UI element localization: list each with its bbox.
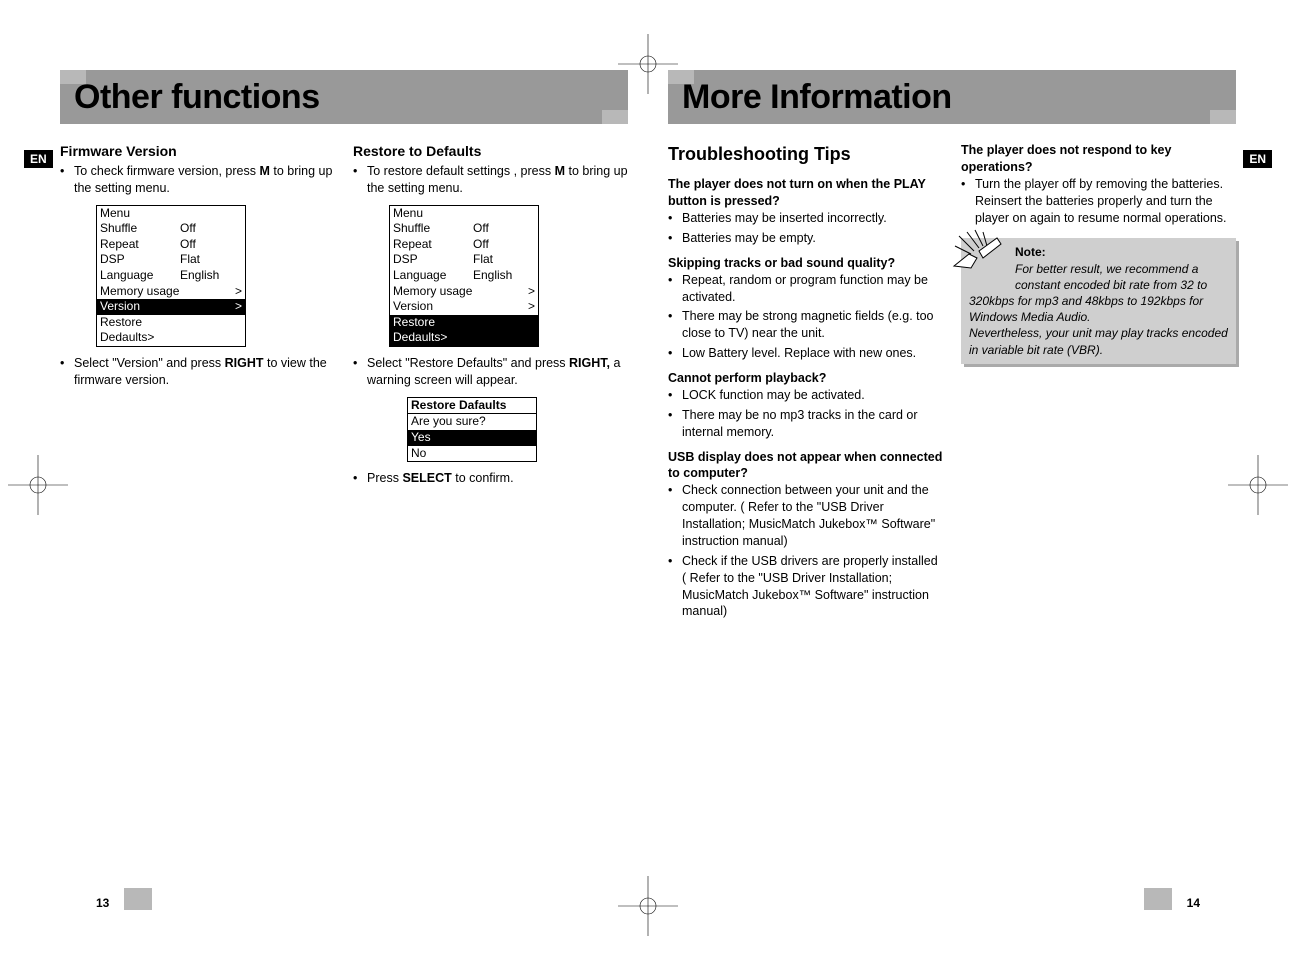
question: The player does not respond to key opera…: [961, 142, 1236, 176]
left-col-firmware: Firmware Version To check firmware versi…: [60, 142, 335, 495]
left-col-restore: Restore to Defaults To restore default s…: [353, 142, 628, 495]
menu-row: Memory usage>: [97, 284, 245, 300]
text-step: Select "Version" and press RIGHT to view…: [60, 355, 335, 389]
answer-item: Batteries may be inserted incorrectly.: [668, 210, 943, 227]
menu-row: LanguageEnglish: [97, 268, 245, 284]
hand-note-icon: [949, 226, 1009, 280]
section-title-bar: More Information: [668, 70, 1236, 124]
menu-header: Menu: [390, 206, 538, 222]
heading-troubleshooting: Troubleshooting Tips: [668, 142, 943, 166]
menu-row: DSPFlat: [97, 252, 245, 268]
confirm-title: Restore Dafaults: [408, 398, 536, 415]
section-title: More Information: [682, 78, 952, 117]
note-label: Note:: [1015, 245, 1046, 259]
confirm-yes: Yes: [408, 430, 536, 446]
menu-screenshot-firmware: MenuShuffleOffRepeatOffDSPFlatLanguageEn…: [96, 205, 246, 347]
menu-row: RepeatOff: [97, 237, 245, 253]
question: The player does not turn on when the PLA…: [668, 176, 943, 210]
confirm-dialog: Restore Dafaults Are you sure? Yes No: [407, 397, 537, 462]
answer-item: LOCK function may be activated.: [668, 387, 943, 404]
registration-mark-icon: [8, 455, 68, 515]
menu-row: DSPFlat: [390, 252, 538, 268]
page-number: 13: [96, 896, 109, 910]
note-box: Note: For better result, we recommend a …: [961, 238, 1236, 363]
answer-item: There may be strong magnetic fields (e.g…: [668, 308, 943, 342]
note-body: Nevertheless, your unit may play tracks …: [969, 326, 1228, 356]
confirm-no: No: [408, 446, 536, 462]
answer-item: Low Battery level. Replace with new ones…: [668, 345, 943, 362]
heading-restore: Restore to Defaults: [353, 142, 628, 161]
language-badge: EN: [1243, 150, 1272, 168]
text-step: Press SELECT to confirm.: [353, 470, 628, 487]
section-title: Other functions: [74, 78, 320, 117]
right-col-troubleshooting: Troubleshooting Tips The player does not…: [668, 142, 943, 628]
menu-row: RepeatOff: [390, 237, 538, 253]
answer-item: Batteries may be empty.: [668, 230, 943, 247]
page-number-decoration-icon: [124, 888, 152, 910]
menu-row: Memory usage>: [390, 284, 538, 300]
page-number-decoration-icon: [1144, 888, 1172, 910]
registration-mark-icon: [1228, 455, 1288, 515]
heading-firmware: Firmware Version: [60, 142, 335, 161]
menu-screenshot-restore: MenuShuffleOffRepeatOffDSPFlatLanguageEn…: [389, 205, 539, 347]
left-page: EN Other functions Firmware Version To c…: [60, 70, 628, 900]
right-page: EN More Information Troubleshooting Tips…: [668, 70, 1236, 900]
right-col-more: The player does not respond to key opera…: [961, 142, 1236, 628]
text-step: Select "Restore Defaults" and press RIGH…: [353, 355, 628, 389]
question: USB display does not appear when connect…: [668, 449, 943, 483]
menu-row: Version>: [390, 299, 538, 315]
section-title-bar: Other functions: [60, 70, 628, 124]
menu-row: ShuffleOff: [97, 221, 245, 237]
menu-header: Menu: [97, 206, 245, 222]
language-badge: EN: [24, 150, 53, 168]
answer-item: Repeat, random or program function may b…: [668, 272, 943, 306]
menu-row: Restore Dedaults>: [97, 315, 245, 346]
menu-row: LanguageEnglish: [390, 268, 538, 284]
text-step: To check firmware version, press M to br…: [60, 163, 335, 197]
menu-row: Restore Dedaults>: [390, 315, 538, 346]
text-step: To restore default settings , press M to…: [353, 163, 628, 197]
answer-item: Check connection between your unit and t…: [668, 482, 943, 550]
answer-item: There may be no mp3 tracks in the card o…: [668, 407, 943, 441]
question: Skipping tracks or bad sound quality?: [668, 255, 943, 272]
answer-item: Turn the player off by removing the batt…: [961, 176, 1236, 227]
menu-row: Version>: [97, 299, 245, 315]
question: Cannot perform playback?: [668, 370, 943, 387]
page-number: 14: [1187, 896, 1200, 910]
confirm-prompt: Are you sure?: [408, 414, 536, 430]
page-spread: EN Other functions Firmware Version To c…: [60, 70, 1236, 900]
answer-item: Check if the USB drivers are properly in…: [668, 553, 943, 621]
menu-row: ShuffleOff: [390, 221, 538, 237]
